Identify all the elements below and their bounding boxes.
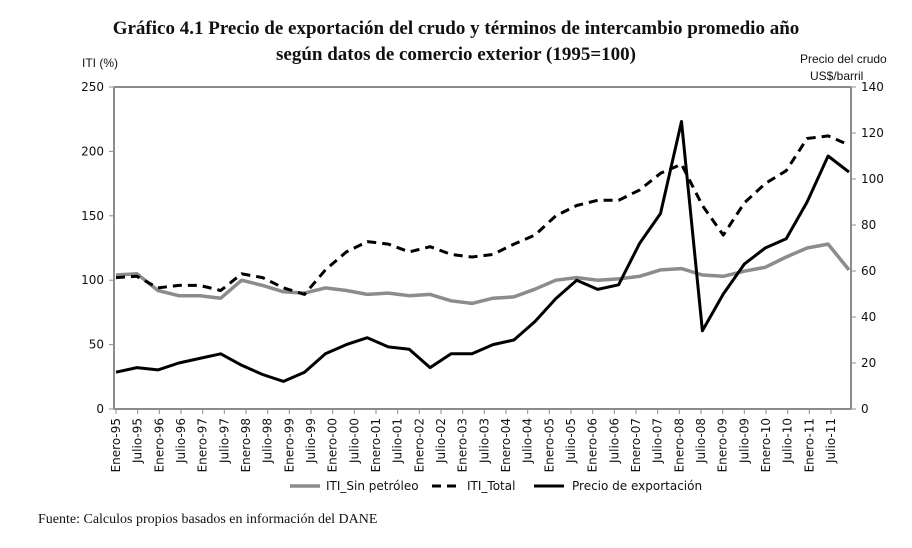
x-tick-label: Enero-05 bbox=[542, 418, 556, 472]
x-tick-label: Enero-08 bbox=[672, 418, 686, 472]
x-tick-label: Julio-04 bbox=[521, 418, 535, 464]
x-tick-label: Julio-00 bbox=[347, 418, 361, 464]
right-tick-label: 0 bbox=[861, 402, 869, 416]
x-tick-label: Enero-11 bbox=[802, 418, 816, 472]
x-tick-label: Julio-11 bbox=[824, 418, 838, 464]
x-tick-label: Enero-01 bbox=[369, 418, 383, 472]
x-tick-label: Julio-97 bbox=[217, 418, 231, 464]
left-axis-label: ITI (%) bbox=[82, 56, 118, 70]
x-tick-label: Enero-10 bbox=[759, 418, 773, 472]
x-tick-label: Julio-06 bbox=[607, 418, 621, 464]
series-line-0 bbox=[115, 242, 851, 306]
x-tick-label: Enero-97 bbox=[196, 418, 210, 472]
x-tick-label: Julio-95 bbox=[131, 418, 145, 464]
right-tick-label: 60 bbox=[861, 264, 876, 278]
legend-label-2: Precio de exportación bbox=[572, 479, 702, 493]
chart-subtitle: según datos de comercio exterior (1995=1… bbox=[276, 44, 636, 65]
left-tick-label: 100 bbox=[81, 273, 104, 287]
left-tick-label: 0 bbox=[96, 402, 104, 416]
x-tick-label: Julio-96 bbox=[174, 418, 188, 464]
chart-title: Gráfico 4.1 Precio de exportación del cr… bbox=[112, 18, 800, 39]
x-tick-label: Enero-07 bbox=[629, 418, 643, 472]
x-tick-label: Julio-98 bbox=[261, 418, 275, 464]
x-tick-label: Julio-07 bbox=[651, 418, 665, 464]
x-tick-label: Enero-02 bbox=[412, 418, 426, 472]
x-tick-label: Enero-04 bbox=[499, 418, 513, 472]
source-note: Fuente: Calculos propios basados en info… bbox=[38, 512, 378, 527]
left-tick-label: 200 bbox=[81, 144, 104, 158]
right-tick-label: 120 bbox=[861, 126, 884, 140]
x-tick-label: Enero-09 bbox=[716, 418, 730, 472]
legend-label-0: ITI_Sin petróleo bbox=[326, 479, 419, 493]
right-axis-label-line1: Precio del crudo bbox=[800, 52, 887, 66]
x-tick-label: Julio-09 bbox=[737, 418, 751, 464]
x-tick-label: Enero-06 bbox=[586, 418, 600, 472]
right-tick-label: 140 bbox=[861, 80, 884, 94]
x-tick-label: Julio-02 bbox=[434, 418, 448, 464]
x-tick-label: Julio-99 bbox=[304, 418, 318, 464]
x-tick-label: Julio-05 bbox=[564, 418, 578, 464]
x-tick-label: Julio-03 bbox=[477, 418, 491, 464]
x-tick-label: Enero-96 bbox=[152, 418, 166, 472]
x-tick-label: Enero-00 bbox=[326, 418, 340, 472]
x-tick-label: Enero-95 bbox=[109, 418, 123, 472]
left-tick-label: 150 bbox=[81, 209, 104, 223]
left-tick-label: 250 bbox=[81, 80, 104, 94]
right-tick-label: 40 bbox=[861, 310, 876, 324]
right-tick-label: 100 bbox=[861, 172, 884, 186]
left-tick-label: 50 bbox=[89, 338, 104, 352]
x-tick-label: Enero-98 bbox=[239, 418, 253, 472]
x-tick-label: Enero-99 bbox=[282, 418, 296, 472]
right-tick-label: 80 bbox=[861, 218, 876, 232]
legend-label-1: ITI_Total bbox=[467, 479, 515, 493]
right-axis-label-line2: US$/barril bbox=[810, 69, 864, 83]
x-tick-label: Enero-03 bbox=[456, 418, 470, 472]
right-tick-label: 20 bbox=[861, 356, 876, 370]
x-tick-label: Julio-08 bbox=[694, 418, 708, 464]
series-line-2 bbox=[115, 120, 850, 383]
x-tick-label: Julio-01 bbox=[391, 418, 405, 464]
x-tick-label: Julio-10 bbox=[781, 418, 795, 464]
